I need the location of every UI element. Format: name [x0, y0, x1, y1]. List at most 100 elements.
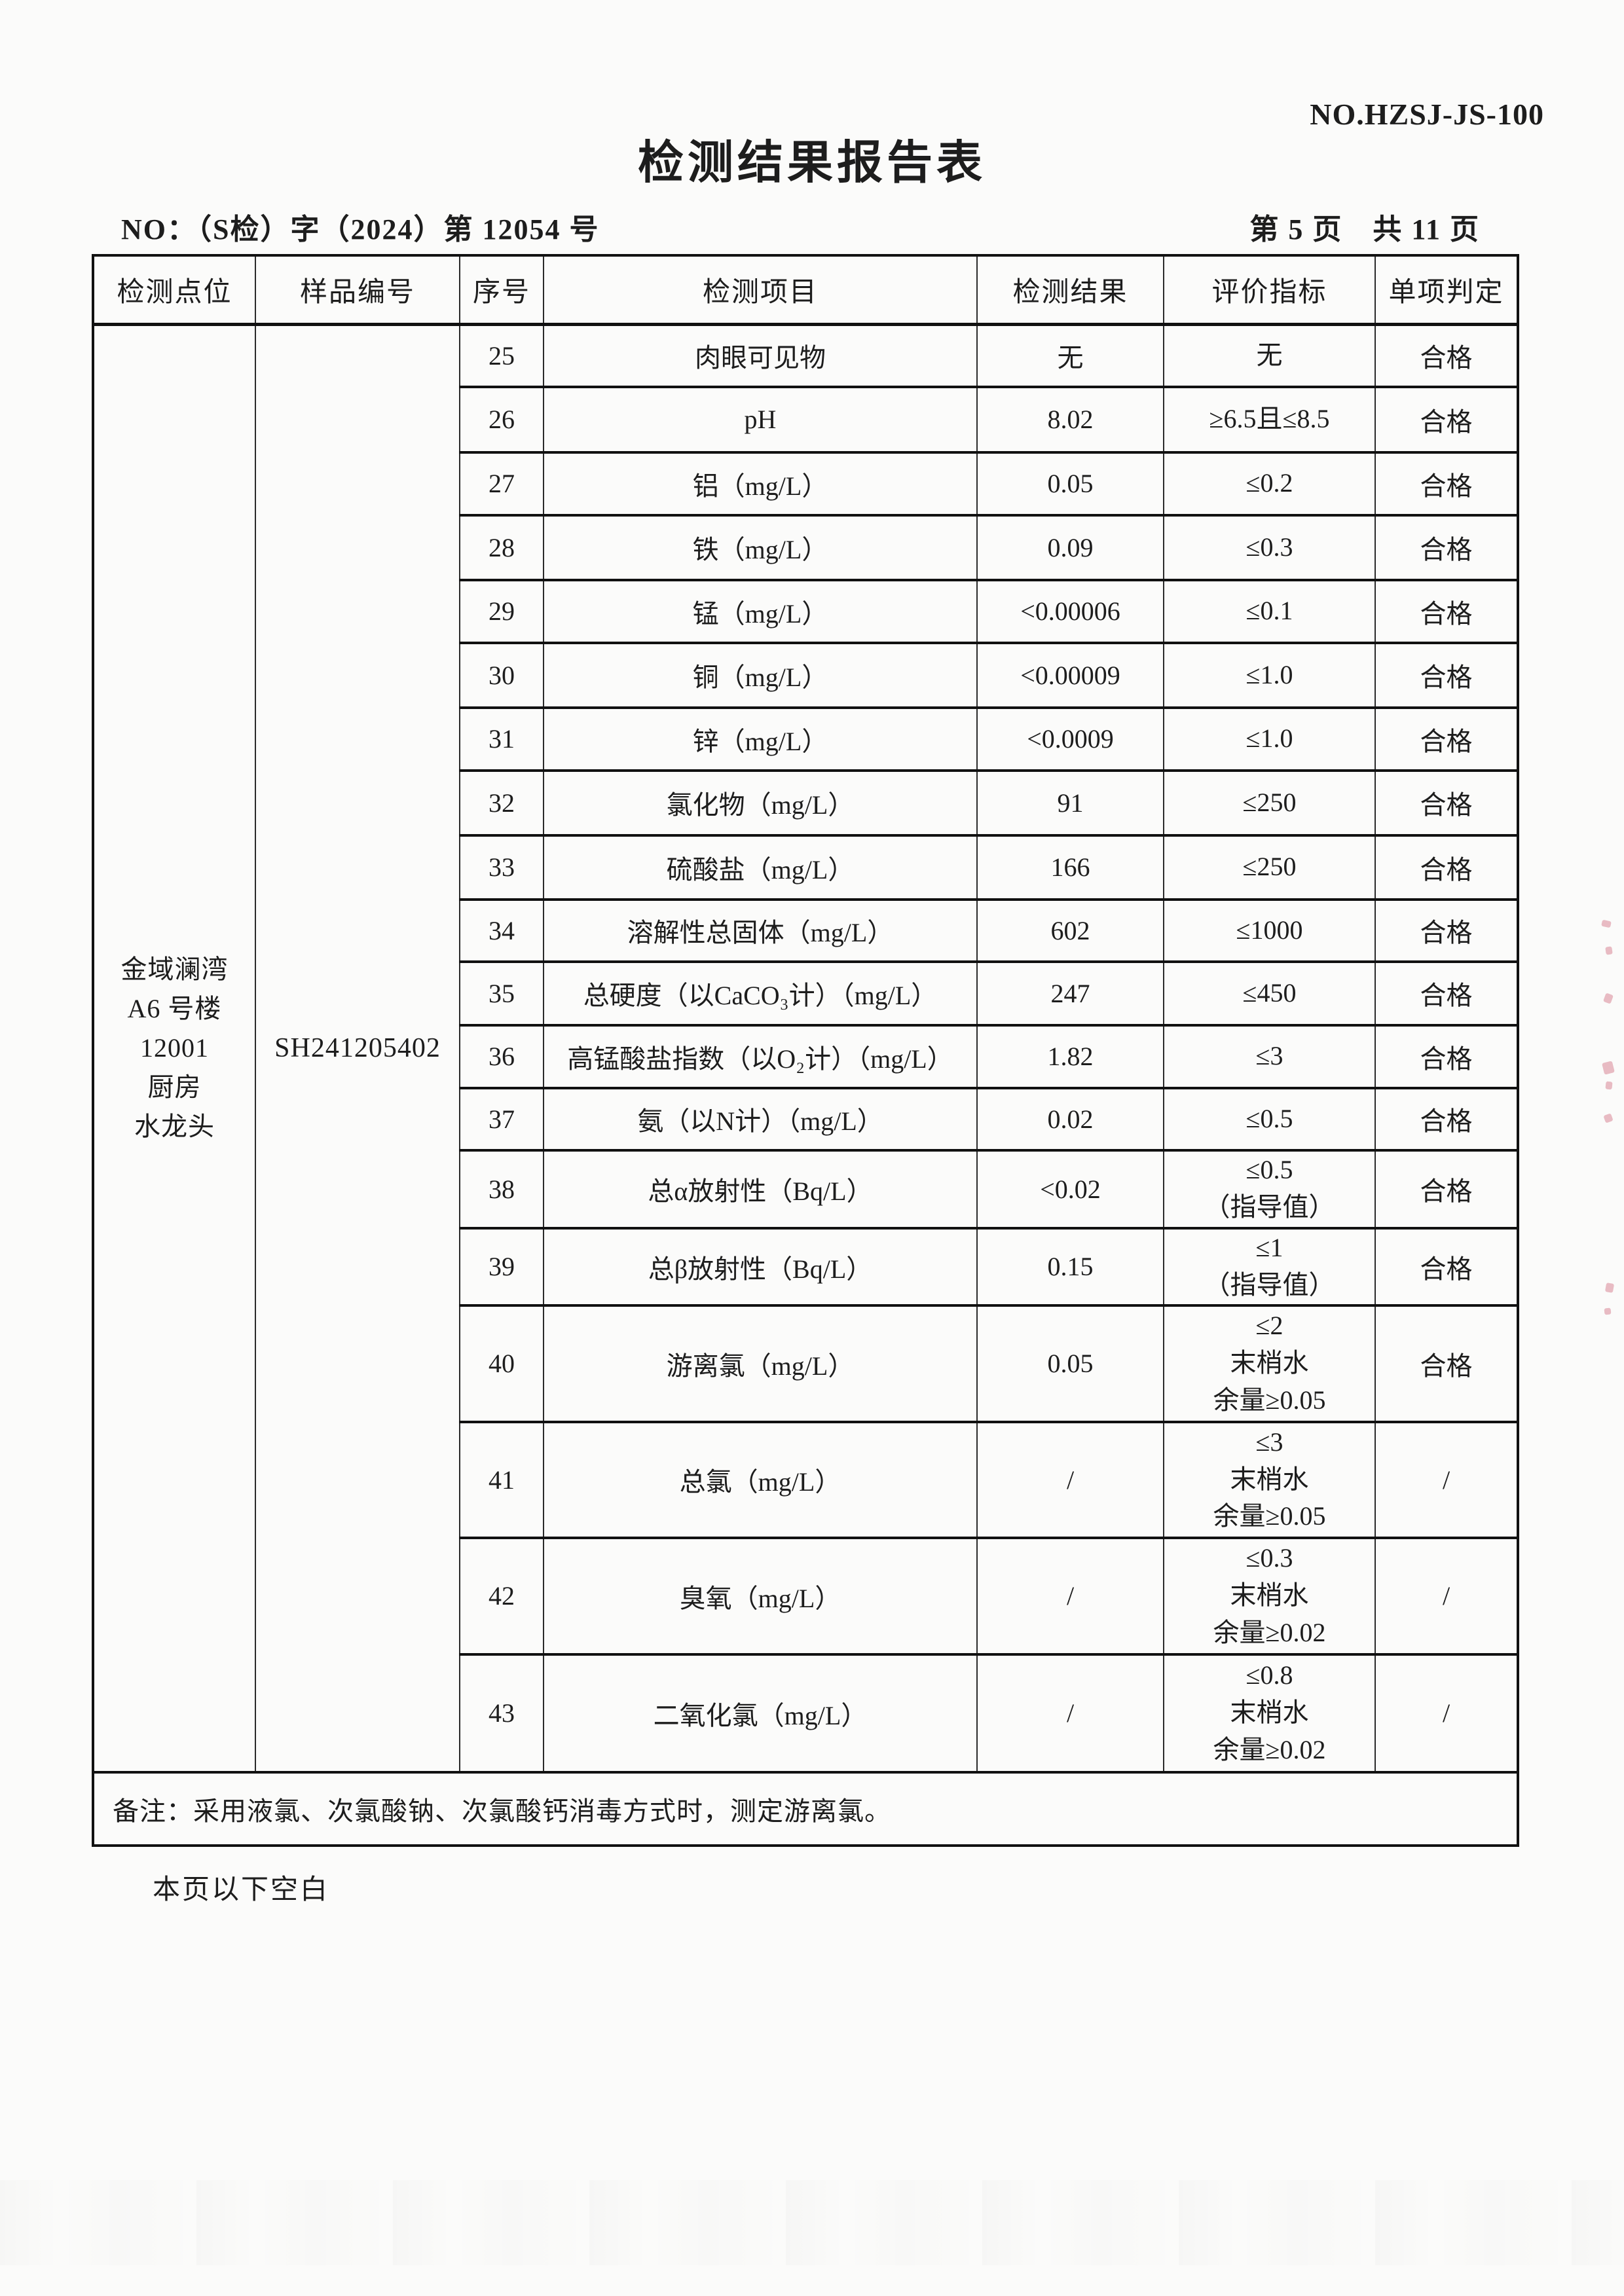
row-judgment: 合格: [1375, 323, 1519, 388]
row-criterion: ≤1.0: [1163, 706, 1376, 772]
row-item: 总氯（mg/L）: [543, 1420, 978, 1539]
table-row: 29 锰（mg/L） <0.00006 ≤0.1 合格: [93, 578, 1519, 644]
blank-below-note: 本页以下空白: [153, 1875, 330, 1905]
row-judgment: 合格: [1375, 769, 1519, 837]
row-judgment: 合格: [1375, 1148, 1519, 1230]
scan-artifact-smudge: [0, 2180, 1624, 2265]
table-row: 33 硫酸盐（mg/L） 166 ≤250 合格: [93, 833, 1519, 901]
row-no: 37: [459, 1086, 544, 1152]
row-no: 31: [459, 706, 544, 772]
row-no: 25: [459, 323, 544, 388]
header-sample: 样品编号: [255, 254, 460, 326]
table-row: 31 锌（mg/L） <0.0009 ≤1.0 合格: [93, 706, 1519, 772]
row-no: 40: [459, 1303, 544, 1423]
row-criterion: ≤1000: [1163, 898, 1376, 963]
row-criterion: ≤0.5: [1163, 1086, 1376, 1152]
header-no: 序号: [459, 254, 544, 326]
row-item: 锰（mg/L）: [543, 578, 978, 644]
report-number: NO：（S检）字（2024）第 12054 号: [121, 213, 600, 246]
row-result: 602: [976, 898, 1164, 963]
row-result: 0.05: [976, 1303, 1164, 1423]
row-criterion: ≤250: [1163, 833, 1376, 901]
table-header-row: 检测点位 样品编号 序号 检测项目 检测结果 评价指标 单项判定: [92, 254, 1519, 326]
row-result: 0.15: [976, 1226, 1164, 1307]
table-row: 34 溶解性总固体（mg/L） 602 ≤1000 合格: [93, 898, 1519, 963]
row-criterion: ≤1.0: [1163, 641, 1376, 709]
row-no: 26: [459, 385, 544, 454]
row-item: 总β放射性（Bq/L）: [543, 1226, 978, 1307]
table-row: 37 氨（以N计）（mg/L） 0.02 ≤0.5 合格: [93, 1086, 1519, 1152]
row-criterion: ≤0.3 末梢水 余量≥0.02: [1163, 1536, 1376, 1656]
row-result: 0.09: [976, 513, 1164, 581]
table-row: 40 游离氯（mg/L） 0.05 ≤2 末梢水 余量≥0.05 合格: [93, 1303, 1519, 1423]
scan-artifact-red-mark: [1605, 946, 1613, 955]
row-judgment: /: [1375, 1420, 1519, 1539]
row-item: 高锰酸盐指数（以O₂计）（mg/L）: [543, 1023, 978, 1089]
report-meta-line: NO：（S检）字（2024）第 12054 号 第 5 页 共 11 页: [92, 206, 1517, 247]
row-judgment: /: [1375, 1652, 1519, 1774]
table-row: 36 高锰酸盐指数（以O₂计）（mg/L） 1.82 ≤3 合格: [93, 1023, 1519, 1089]
row-criterion: ≤450: [1163, 960, 1376, 1027]
scan-artifact-red-mark: [1602, 1061, 1615, 1075]
row-no: 32: [459, 769, 544, 837]
row-no: 43: [459, 1652, 544, 1774]
row-criterion: 无: [1163, 323, 1376, 388]
row-criterion: ≤2 末梢水 余量≥0.05: [1163, 1303, 1376, 1423]
row-result: <0.00009: [976, 641, 1164, 709]
row-judgment: 合格: [1375, 1226, 1519, 1307]
row-item: 铜（mg/L）: [543, 641, 978, 709]
row-criterion: ≥6.5且≤8.5: [1163, 385, 1376, 454]
row-item: 溶解性总固体（mg/L）: [543, 898, 978, 963]
row-item: 铝（mg/L）: [543, 450, 978, 517]
row-criterion: ≤3: [1163, 1023, 1376, 1089]
row-no: 28: [459, 513, 544, 581]
header-item: 检测项目: [543, 254, 978, 326]
row-item: 臭氧（mg/L）: [543, 1536, 978, 1656]
row-criterion: ≤0.8 末梢水 余量≥0.02: [1163, 1652, 1376, 1774]
table-row: 39 总β放射性（Bq/L） 0.15 ≤1 （指导值） 合格: [93, 1226, 1519, 1307]
table-row: 41 总氯（mg/L） / ≤3 末梢水 余量≥0.05 /: [93, 1420, 1519, 1539]
scan-artifact-red-mark: [1605, 1081, 1613, 1090]
row-judgment: 合格: [1375, 1303, 1519, 1423]
sampling-point-cell: 金域澜湾 A6 号楼 12001 厨房 水龙头: [92, 323, 256, 1774]
row-item: 总α放射性（Bq/L）: [543, 1148, 978, 1230]
row-criterion: ≤250: [1163, 769, 1376, 837]
row-criterion: ≤0.1: [1163, 578, 1376, 644]
row-judgment: 合格: [1375, 450, 1519, 517]
scan-artifact-red-mark: [1603, 1113, 1614, 1123]
row-no: 36: [459, 1023, 544, 1089]
row-item: 硫酸盐（mg/L）: [543, 833, 978, 901]
row-judgment: 合格: [1375, 578, 1519, 644]
row-no: 34: [459, 898, 544, 963]
table-row: 金域澜湾 A6 号楼 12001 厨房 水龙头 SH241205402 25 肉…: [92, 323, 1519, 1774]
page-title: 检测结果报告表: [638, 138, 986, 189]
table-row: 32 氯化物（mg/L） 91 ≤250 合格: [93, 769, 1519, 837]
row-no: 29: [459, 578, 544, 644]
table-row: 38 总α放射性（Bq/L） <0.02 ≤0.5 （指导值） 合格: [93, 1148, 1519, 1230]
row-result: <0.0009: [976, 706, 1164, 772]
sample-number-cell: SH241205402: [255, 323, 460, 1774]
row-result: 无: [976, 323, 1164, 388]
table-row: 30 铜（mg/L） <0.00009 ≤1.0 合格: [93, 641, 1519, 709]
header-judgment: 单项判定: [1375, 254, 1519, 326]
header-result: 检测结果: [976, 254, 1164, 326]
row-judgment: 合格: [1375, 960, 1519, 1027]
row-result: 8.02: [976, 385, 1164, 454]
row-no: 33: [459, 833, 544, 901]
row-item: 铁（mg/L）: [543, 513, 978, 581]
row-item: 游离氯（mg/L）: [543, 1303, 978, 1423]
row-result: 166: [976, 833, 1164, 901]
row-criterion: ≤0.2: [1163, 450, 1376, 517]
row-judgment: 合格: [1375, 706, 1519, 772]
scan-artifact-red-mark: [1601, 919, 1612, 928]
row-item: 肉眼可见物: [543, 323, 978, 388]
row-judgment: 合格: [1375, 641, 1519, 709]
row-no: 27: [459, 450, 544, 517]
row-judgment: /: [1375, 1536, 1519, 1656]
row-result: <0.02: [976, 1148, 1164, 1230]
remark-row: 备注：采用液氯、次氯酸钠、次氯酸钙消毒方式时，测定游离氯。: [92, 1770, 1519, 1847]
row-no: 38: [459, 1148, 544, 1230]
row-judgment: 合格: [1375, 1023, 1519, 1089]
row-no: 30: [459, 641, 544, 709]
